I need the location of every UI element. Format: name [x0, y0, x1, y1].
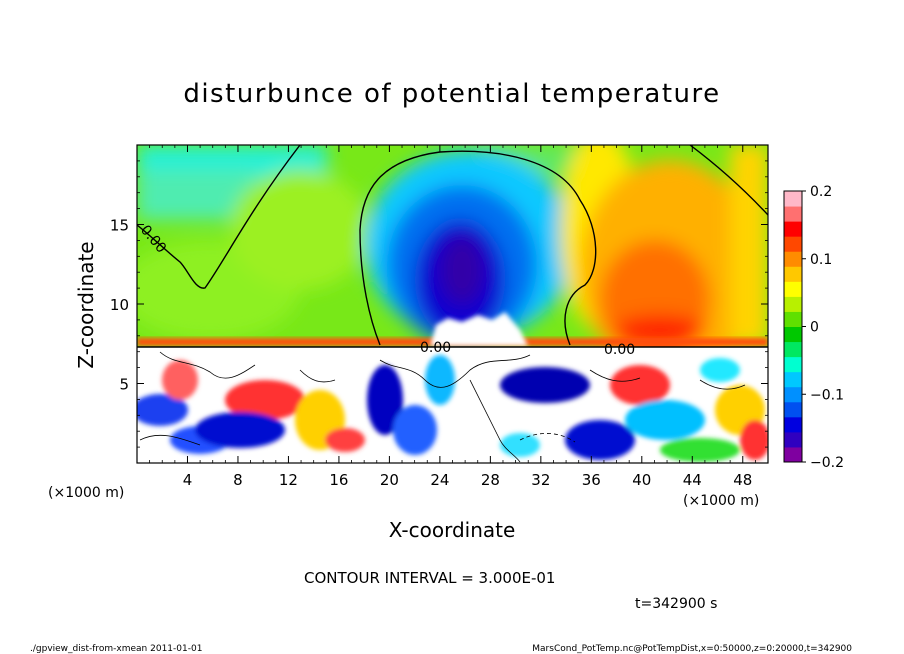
colorbar-swatch	[784, 431, 802, 448]
x-tick-label: 32	[531, 471, 550, 489]
colorbar-swatch	[784, 281, 802, 297]
y-axis-label: Z-coordinate	[74, 241, 98, 368]
y-tick-label: 10	[110, 296, 129, 314]
x-tick-label: 16	[329, 471, 348, 489]
colorbar-swatch	[784, 446, 802, 463]
chart-title: disturbunce of potential temperature	[183, 79, 720, 109]
x-tick-label: 28	[481, 471, 500, 489]
colorbar-swatch	[784, 341, 802, 358]
footer-right: MarsCond_PotTemp.nc@PotTempDist,x=0:5000…	[532, 644, 852, 654]
x-tick-label: 12	[279, 471, 298, 489]
colorbar-swatch	[784, 206, 802, 222]
x-tick-label: 8	[233, 471, 243, 489]
colorbar	[784, 191, 802, 463]
contour-label: 0.00	[604, 342, 635, 358]
x-axis-units: (×1000 m)	[683, 493, 759, 509]
heatmap-field	[137, 145, 768, 463]
colorbar-swatch	[784, 251, 802, 267]
y-tick-label: 15	[110, 217, 129, 235]
y-tick-label: 5	[119, 376, 129, 394]
colorbar-tick-label: 0.2	[810, 184, 832, 200]
colorbar-swatch	[784, 221, 802, 237]
colorbar-swatch	[784, 326, 802, 343]
colorbar-swatch	[784, 416, 802, 433]
colorbar-swatch	[784, 191, 802, 207]
x-tick-label: 36	[582, 471, 601, 489]
colorbar-tick-label: 0.1	[810, 252, 832, 268]
time-label: t=342900 s	[635, 596, 717, 612]
x-tick-label: 44	[683, 471, 702, 489]
contour-interval-text: CONTOUR INTERVAL = 3.000E-01	[304, 569, 555, 587]
colorbar-swatch	[784, 371, 802, 388]
colorbar-tick-label: −0.1	[810, 387, 844, 403]
colorbar-swatch	[784, 236, 802, 252]
x-tick-label: 4	[183, 471, 193, 489]
y-axis-units: (×1000 m)	[48, 485, 124, 501]
colorbar-tick-label: −0.2	[810, 455, 844, 471]
x-tick-label: 40	[632, 471, 651, 489]
contour-label: 0.00	[420, 340, 451, 356]
footer-left: ./gpview_dist-from-xmean 2011-01-01	[30, 644, 202, 654]
x-tick-label: 24	[430, 471, 449, 489]
x-axis-label: X-coordinate	[389, 518, 516, 542]
colorbar-tick-label: 0	[810, 320, 819, 336]
y-axis: 5 10 15	[110, 160, 768, 448]
x-axis: 4 8 12 16 20 24 28 32 36 40 44 48	[149, 145, 756, 489]
colorbar-swatch	[784, 266, 802, 282]
colorbar-ticks: 0.2 0.1 0 −0.1 −0.2	[802, 184, 844, 471]
colorbar-swatch	[784, 401, 802, 418]
x-tick-label: 48	[733, 471, 752, 489]
colorbar-swatch	[784, 296, 802, 312]
x-tick-label: 20	[380, 471, 399, 489]
colorbar-swatch	[784, 311, 802, 327]
colorbar-swatch	[784, 386, 802, 403]
colorbar-swatch	[784, 356, 802, 373]
